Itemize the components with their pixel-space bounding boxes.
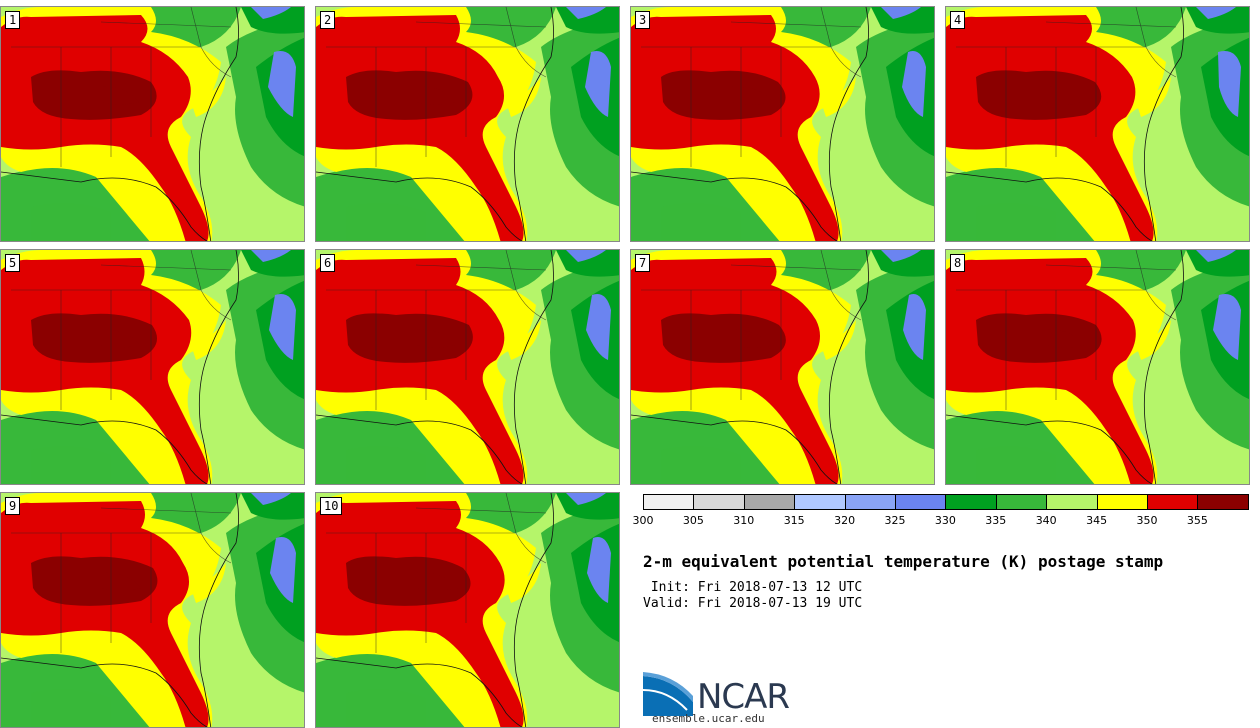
legend-swatch — [844, 494, 896, 510]
legend-tick: 300 — [632, 514, 654, 527]
legend-tick: 310 — [733, 514, 755, 527]
member-label: 2 — [320, 11, 336, 29]
member-label: 9 — [5, 497, 21, 515]
legend-swatch — [643, 494, 695, 510]
temperature-map — [1, 493, 304, 727]
temperature-map — [316, 7, 619, 241]
temperature-map — [946, 7, 1249, 241]
legend-swatch — [945, 494, 997, 510]
member-label: 5 — [5, 254, 21, 272]
map-panel-2: 2 — [315, 6, 620, 242]
member-label: 8 — [950, 254, 966, 272]
temperature-map — [946, 250, 1249, 484]
temperature-map — [631, 250, 934, 484]
website-url: ensemble.ucar.edu — [652, 712, 765, 725]
member-label: 1 — [5, 11, 21, 29]
legend-swatch — [995, 494, 1048, 510]
map-panel-5: 5 — [0, 249, 305, 485]
legend-tick: 320 — [834, 514, 856, 527]
legend-tick: 315 — [783, 514, 805, 527]
ncar-logo-icon — [643, 672, 693, 716]
legend-tick: 355 — [1186, 514, 1208, 527]
legend-tick: 345 — [1086, 514, 1108, 527]
legend-swatch — [693, 494, 745, 510]
legend-swatch — [895, 494, 947, 510]
temperature-map — [1, 250, 304, 484]
legend-swatch — [743, 494, 796, 510]
legend-swatch — [1197, 494, 1249, 510]
member-label: 3 — [635, 11, 651, 29]
map-panel-1: 1 — [0, 6, 305, 242]
map-panel-10: 10 — [315, 492, 620, 728]
map-panel-4: 4 — [945, 6, 1250, 242]
legend-swatch — [794, 494, 846, 510]
legend-tick: 350 — [1136, 514, 1158, 527]
legend-tick: 325 — [884, 514, 906, 527]
legend-tick: 305 — [682, 514, 704, 527]
map-panel-8: 8 — [945, 249, 1250, 485]
legend-swatch — [1046, 494, 1098, 510]
logo-text: NCAR — [697, 677, 790, 717]
member-label: 4 — [950, 11, 966, 29]
legend-swatch — [1096, 494, 1148, 510]
valid-time: Valid: Fri 2018-07-13 19 UTC — [643, 596, 863, 611]
legend-swatch — [1147, 494, 1199, 510]
map-panel-7: 7 — [630, 249, 935, 485]
temperature-map — [316, 493, 619, 727]
temperature-map — [631, 7, 934, 241]
map-panel-3: 3 — [630, 6, 935, 242]
temperature-map — [1, 7, 304, 241]
legend-tick: 340 — [1035, 514, 1057, 527]
member-label: 6 — [320, 254, 336, 272]
legend-tick: 330 — [934, 514, 956, 527]
member-label: 7 — [635, 254, 651, 272]
legend-tick: 335 — [985, 514, 1007, 527]
member-label: 10 — [320, 497, 343, 515]
map-panel-9: 9 — [0, 492, 305, 728]
init-time: Init: Fri 2018-07-13 12 UTC — [643, 580, 863, 595]
map-panel-6: 6 — [315, 249, 620, 485]
chart-title: 2-m equivalent potential temperature (K)… — [643, 552, 1164, 571]
temperature-map — [316, 250, 619, 484]
